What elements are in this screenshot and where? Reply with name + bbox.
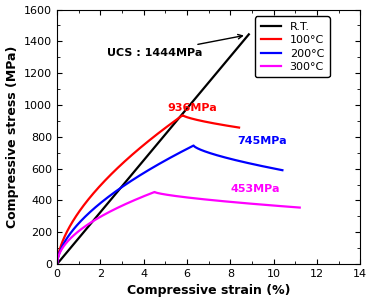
R.T. xyxy=(193,96,198,100)
200°C xyxy=(191,144,196,147)
R.T. xyxy=(55,262,59,266)
100°C xyxy=(181,113,185,117)
300°C xyxy=(80,227,84,230)
300°C xyxy=(55,262,59,266)
300°C xyxy=(298,206,302,209)
Legend: R.T., 100°C, 200°C, 300°C: R.T., 100°C, 200°C, 300°C xyxy=(255,16,330,78)
100°C xyxy=(208,121,213,125)
Y-axis label: Compressive stress (MPa): Compressive stress (MPa) xyxy=(6,46,19,228)
300°C xyxy=(97,215,101,219)
200°C xyxy=(109,193,113,197)
100°C xyxy=(104,177,109,181)
100°C xyxy=(214,122,219,126)
Text: UCS : 1444MPa: UCS : 1444MPa xyxy=(107,35,242,58)
300°C xyxy=(93,218,98,221)
Line: 200°C: 200°C xyxy=(57,145,282,264)
200°C xyxy=(114,189,119,193)
200°C xyxy=(55,262,59,266)
Text: 453MPa: 453MPa xyxy=(231,185,280,195)
300°C xyxy=(223,200,228,203)
R.T. xyxy=(175,118,180,122)
200°C xyxy=(235,159,239,162)
100°C xyxy=(155,132,159,136)
100°C xyxy=(109,172,114,176)
100°C xyxy=(87,196,92,200)
200°C xyxy=(244,161,249,165)
100°C xyxy=(55,262,59,266)
300°C xyxy=(152,190,157,194)
200°C xyxy=(163,158,168,162)
R.T. xyxy=(117,187,122,191)
300°C xyxy=(239,201,244,205)
X-axis label: Compressive strain (%): Compressive strain (%) xyxy=(127,285,291,298)
Text: 745MPa: 745MPa xyxy=(237,136,286,146)
Line: R.T.: R.T. xyxy=(57,34,249,264)
Text: 936MPa: 936MPa xyxy=(167,103,217,113)
Line: 100°C: 100°C xyxy=(57,115,239,264)
100°C xyxy=(237,126,241,129)
200°C xyxy=(90,208,94,212)
R.T. xyxy=(247,32,251,36)
R.T. xyxy=(131,171,135,175)
R.T. xyxy=(194,95,199,99)
Line: 300°C: 300°C xyxy=(57,192,300,264)
300°C xyxy=(132,198,137,202)
200°C xyxy=(280,168,285,172)
R.T. xyxy=(78,235,82,238)
